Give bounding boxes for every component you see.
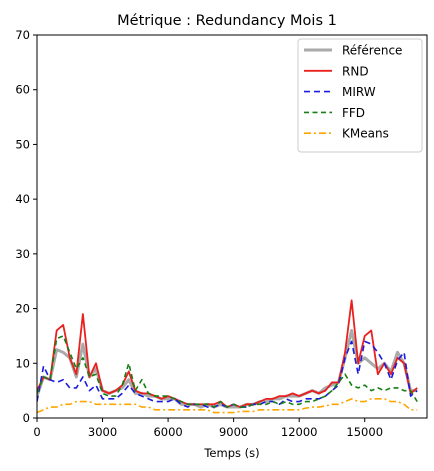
y-tick-label: 50 <box>15 137 30 151</box>
x-tick-label: 0 <box>33 425 40 439</box>
x-tick-label: 6000 <box>153 425 182 439</box>
y-tick-label: 40 <box>15 192 30 206</box>
y-tick-label: 10 <box>15 356 30 370</box>
series-line-kmeans <box>37 398 418 414</box>
x-axis-label: Temps (s) <box>203 446 259 460</box>
series-line-ffd <box>37 335 418 408</box>
plot-frame <box>36 34 428 419</box>
y-tick-label: 30 <box>15 247 30 261</box>
legend-box <box>297 38 423 153</box>
legend-label: MIRW <box>342 85 376 99</box>
legend-label: RND <box>342 64 369 78</box>
y-tick-label: 60 <box>15 83 30 97</box>
x-tick-label: 9000 <box>219 425 248 439</box>
legend-label: FFD <box>342 106 365 120</box>
x-tick-label: 12000 <box>281 425 318 439</box>
x-tick-label: 3000 <box>88 425 117 439</box>
legend: Référence RND MIRW FFD KMeans <box>297 38 423 153</box>
legend-label: KMeans <box>342 127 389 141</box>
x-tick-label: 15000 <box>346 425 383 439</box>
legend-label: Référence <box>342 44 402 58</box>
x-axis: 0 3000 6000 9000 12000 15000 <box>33 418 383 439</box>
chart-title: Métrique : Redundancy Mois 1 <box>117 13 337 29</box>
y-tick-label: 70 <box>15 28 30 42</box>
series-layer <box>37 299 418 414</box>
y-axis: 0 10 20 30 40 50 60 70 <box>15 28 37 425</box>
y-tick-label: 20 <box>15 302 30 316</box>
y-tick-label: 0 <box>23 411 30 425</box>
